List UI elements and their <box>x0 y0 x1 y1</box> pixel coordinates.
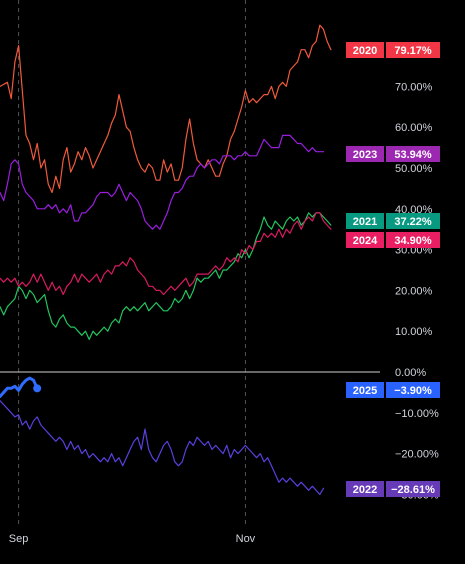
series-tag-value-bg-2024 <box>386 232 440 248</box>
x-tick-label: Nov <box>236 533 256 545</box>
series-tag-value-2023: 53.94% <box>394 149 432 161</box>
y-tick-label: −20.00% <box>395 449 439 461</box>
series-tag-value-bg-2021 <box>386 213 440 229</box>
y-tick-label: −10.00% <box>395 408 439 420</box>
series-tag-year-bg-2025 <box>346 382 384 398</box>
y-tick-label: 20.00% <box>395 285 433 297</box>
y-tick-label: 0.00% <box>395 367 426 379</box>
series-tag-year-2024: 2024 <box>353 235 378 247</box>
series-tag-value-2020: 79.17% <box>394 45 432 57</box>
series-tag-value-bg-2022 <box>386 481 440 497</box>
series-tag-value-2024: 34.90% <box>394 235 432 247</box>
series-line-2025 <box>0 376 39 398</box>
x-tick-label: Sep <box>9 533 29 545</box>
series-line-2024 <box>0 212 332 296</box>
series-tag-value-2022: −28.61% <box>391 484 435 496</box>
series-tag-year-bg-2020 <box>346 42 384 58</box>
y-tick-label: 40.00% <box>395 204 433 216</box>
series-tag-value-bg-2023 <box>386 146 440 162</box>
series-tag-value-2025: −3.90% <box>394 385 432 397</box>
series-line-2022 <box>0 400 325 495</box>
y-tick-label: 10.00% <box>395 326 433 338</box>
y-tick-label: 70.00% <box>395 81 433 93</box>
series-tag-year-bg-2023 <box>346 146 384 162</box>
series-tag-year-bg-2022 <box>346 481 384 497</box>
series-tag-year-2021: 2021 <box>353 216 377 228</box>
series-tag-value-bg-2025 <box>386 382 440 398</box>
series-tag-year-bg-2021 <box>346 213 384 229</box>
y-tick-label: 50.00% <box>395 163 433 175</box>
series-layer <box>0 24 332 495</box>
series-tag-year-2025: 2025 <box>353 385 377 397</box>
series-tag-year-2022: 2022 <box>353 484 377 496</box>
series-tag-value-2021: 37.22% <box>394 216 432 228</box>
series-endpoint-2025 <box>33 384 42 393</box>
x-axis: Sep Nov <box>9 533 256 545</box>
series-line-2023 <box>0 134 325 230</box>
series-tags: 2020 79.17% 2023 53.94% 2021 37.22% 2024 34.90%… <box>346 42 440 497</box>
series-line-2021 <box>0 212 332 340</box>
series-tag-year-2023: 2023 <box>353 149 377 161</box>
y-tick-label: 60.00% <box>395 122 433 134</box>
series-tag-value-bg-2020 <box>386 42 440 58</box>
series-line-2020 <box>0 24 332 194</box>
series-tag-year-2020: 2020 <box>353 45 377 57</box>
series-tag-year-bg-2024 <box>346 232 384 248</box>
